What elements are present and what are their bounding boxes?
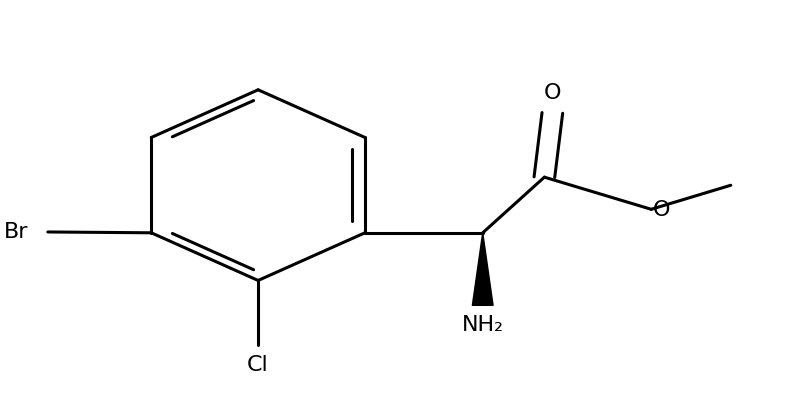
Text: Br: Br xyxy=(4,222,28,242)
Text: NH₂: NH₂ xyxy=(462,315,504,335)
Text: Cl: Cl xyxy=(247,354,269,375)
Text: O: O xyxy=(653,200,671,220)
Text: O: O xyxy=(544,83,561,103)
Polygon shape xyxy=(472,233,493,305)
